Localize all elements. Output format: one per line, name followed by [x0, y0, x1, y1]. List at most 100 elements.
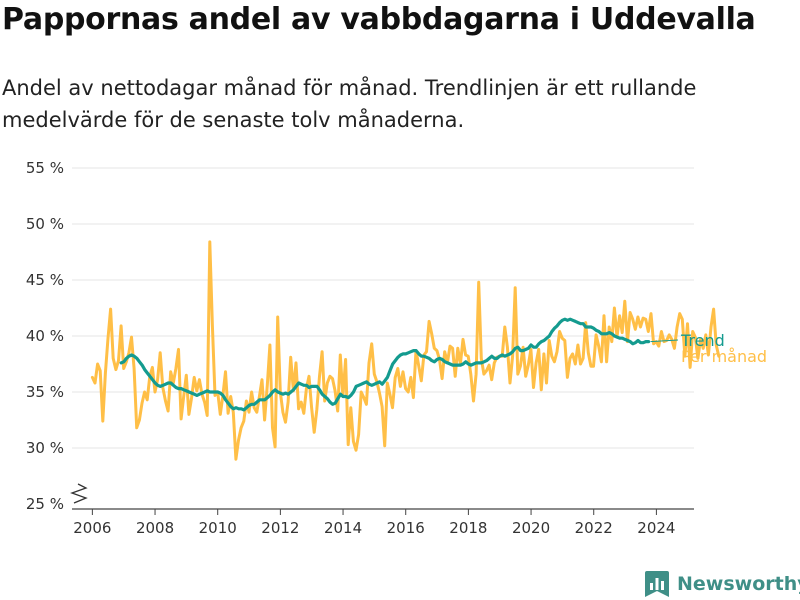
- data-point: [146, 399, 148, 401]
- data-point: [619, 315, 621, 317]
- data-point: [355, 449, 357, 451]
- data-point: [632, 318, 634, 320]
- data-point: [138, 419, 140, 421]
- data-point: [261, 399, 263, 401]
- data-point: [248, 411, 250, 413]
- data-point: [504, 355, 506, 357]
- data-point: [559, 330, 561, 333]
- data-point: [157, 384, 159, 386]
- data-point: [133, 355, 135, 357]
- data-point: [188, 391, 190, 393]
- data-point: [389, 393, 391, 395]
- data-point: [486, 360, 488, 362]
- data-point: [394, 360, 396, 362]
- data-point: [616, 336, 618, 338]
- data-point: [209, 241, 211, 243]
- data-point: [256, 401, 258, 403]
- data-point: [572, 353, 574, 355]
- data-point: [332, 403, 334, 405]
- bar-chart-icon: [645, 571, 669, 597]
- data-point: [493, 357, 496, 359]
- data-point: [365, 403, 367, 405]
- data-point: [274, 389, 276, 391]
- data-point: [470, 373, 472, 375]
- data-point: [170, 371, 172, 373]
- data-point: [600, 333, 603, 335]
- x-tick-label: 2020: [512, 519, 550, 537]
- data-point: [337, 410, 339, 412]
- data-point: [204, 401, 206, 403]
- data-point: [412, 397, 414, 399]
- data-point: [525, 348, 527, 350]
- axis-break-icon: [70, 483, 88, 504]
- data-point: [681, 318, 683, 320]
- data-point: [251, 403, 253, 405]
- data-point: [574, 363, 576, 365]
- data-point: [592, 365, 595, 367]
- data-point: [590, 365, 592, 367]
- x-tick-label: 2014: [324, 519, 362, 537]
- data-point: [577, 344, 579, 346]
- data-point: [120, 362, 122, 364]
- data-point: [546, 337, 548, 339]
- data-point: [441, 358, 443, 361]
- y-tick-label: 40 %: [26, 327, 64, 345]
- x-tick-label: 2010: [199, 519, 237, 537]
- data-point: [191, 397, 193, 399]
- data-point: [699, 338, 702, 340]
- data-point: [621, 337, 624, 339]
- data-point: [305, 388, 307, 390]
- y-tick-label: 55 %: [26, 159, 64, 177]
- data-point: [159, 352, 161, 354]
- data-point: [237, 439, 240, 441]
- data-point: [316, 385, 318, 387]
- data-point: [198, 379, 200, 381]
- data-point: [642, 317, 644, 319]
- data-point: [582, 357, 584, 359]
- data-point: [271, 427, 274, 429]
- data-point: [697, 357, 699, 359]
- legend-label-trend: Trend: [680, 331, 725, 350]
- x-tick-label: 2006: [73, 519, 111, 537]
- data-point: [154, 382, 156, 384]
- data-point: [120, 325, 122, 327]
- data-point: [151, 366, 153, 368]
- data-point: [506, 346, 508, 348]
- data-point: [642, 342, 644, 344]
- data-point: [177, 348, 180, 350]
- data-point: [253, 403, 255, 405]
- data-point: [446, 362, 449, 364]
- data-point: [272, 391, 274, 393]
- data-point: [705, 334, 707, 336]
- data-point: [146, 372, 148, 374]
- data-point: [178, 388, 180, 390]
- data-point: [645, 341, 647, 343]
- data-point: [324, 395, 326, 398]
- data-point: [394, 376, 396, 378]
- data-point: [164, 400, 167, 402]
- data-point: [363, 397, 365, 399]
- data-point: [580, 323, 582, 325]
- data-point: [170, 382, 172, 384]
- data-point: [261, 379, 263, 381]
- data-point: [527, 364, 529, 366]
- data-point: [350, 394, 352, 396]
- data-point: [525, 375, 527, 377]
- data-point: [595, 329, 597, 331]
- data-point: [545, 382, 548, 384]
- data-point: [509, 382, 511, 384]
- data-point: [684, 355, 686, 357]
- data-point: [483, 373, 485, 375]
- data-point: [219, 413, 221, 415]
- data-point: [431, 360, 433, 362]
- data-point: [556, 325, 558, 327]
- data-point: [582, 323, 584, 325]
- data-point: [298, 382, 300, 384]
- data-point: [277, 391, 279, 393]
- data-point: [587, 326, 590, 328]
- data-point: [585, 322, 587, 324]
- data-point: [629, 311, 631, 314]
- data-point: [329, 375, 331, 377]
- data-point: [506, 354, 509, 356]
- data-point: [397, 367, 399, 370]
